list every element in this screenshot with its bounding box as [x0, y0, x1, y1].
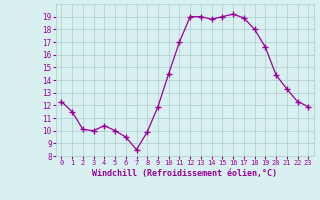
X-axis label: Windchill (Refroidissement éolien,°C): Windchill (Refroidissement éolien,°C): [92, 169, 277, 178]
